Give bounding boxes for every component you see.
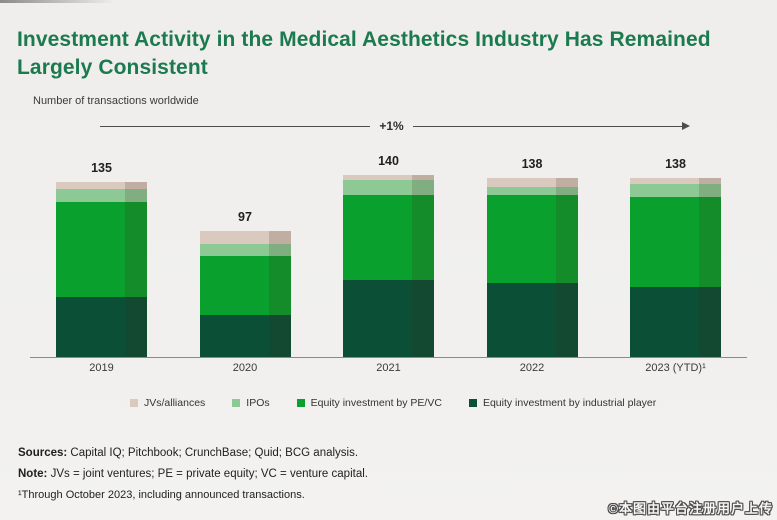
bar-segment: [199, 315, 291, 357]
bar-segment: [630, 184, 721, 198]
bar-segment: [486, 177, 578, 187]
bar-stack: [343, 175, 434, 357]
note-text: JVs = joint ventures; PE = private equit…: [47, 468, 368, 480]
bar-group: 138: [486, 156, 578, 358]
bar-segment: [486, 194, 578, 283]
x-axis-label: 2022: [519, 362, 545, 374]
sources-text: Capital IQ; Pitchbook; CrunchBase; Quid;…: [67, 447, 359, 459]
note-line: Note: JVs = joint ventures; PE = private…: [18, 468, 368, 480]
sources-label: Sources:: [18, 447, 68, 459]
bar-segment: [56, 189, 147, 203]
trend-arrow: +1%: [100, 118, 691, 134]
bar-group: 97: [199, 209, 291, 358]
sources-line: Sources: Capital IQ; Pitchbook; CrunchBa…: [18, 447, 368, 459]
bar-segment: [486, 186, 578, 195]
bar-segment: [56, 202, 147, 298]
x-axis-label: 2021: [376, 362, 401, 374]
bar-stack: [486, 177, 578, 358]
bar-segment: [343, 180, 434, 195]
bar-total-label: 138: [665, 156, 686, 171]
bar-segment: [630, 286, 721, 357]
arrow-head-icon: [682, 122, 691, 130]
bar-segment: [343, 194, 434, 281]
legend-label: Equity investment by industrial player: [482, 397, 657, 409]
legend-swatch-icon: [232, 399, 241, 407]
legend-swatch-icon: [296, 399, 305, 407]
arrow-line-left: [100, 125, 371, 127]
bar-stack: [630, 177, 721, 358]
bar-segment: [343, 280, 434, 357]
x-axis-label: 2019: [89, 362, 114, 374]
bar-total-label: 140: [378, 154, 399, 169]
legend-item: IPOs: [232, 397, 270, 409]
legend-label: JVs/alliances: [144, 397, 206, 409]
legend-swatch-icon: [130, 399, 138, 407]
note-label: Note:: [18, 468, 48, 480]
bar-segment: [486, 282, 578, 357]
bar-group: 138: [630, 156, 721, 358]
top-edge-artifact: [0, 0, 115, 3]
axis-unit-label: Number of transactions worldwide: [33, 95, 199, 107]
trend-percentage-label: +1%: [379, 119, 404, 133]
chart-legend: JVs/alliances IPOs Equity investment by PE…: [130, 397, 656, 409]
bar-segment: [199, 230, 291, 244]
bar-group: 135: [56, 160, 147, 358]
xaxis-row: 2019 2020 2021 2022 2023 (YTD)¹: [30, 358, 747, 374]
bar-segment: [343, 175, 434, 181]
footnote-line: ¹Through October 2023, including announc…: [18, 489, 305, 501]
bar-segment: [630, 177, 721, 185]
legend-label: IPOs: [246, 397, 270, 409]
x-axis-label: 2023 (YTD)¹: [645, 362, 706, 374]
legend-swatch-icon: [468, 399, 477, 407]
bar-segment: [199, 243, 291, 256]
bar-segment: [56, 297, 147, 357]
bar-segment: [56, 181, 147, 190]
bar-total-label: 138: [521, 156, 543, 171]
legend-item: JVs/alliances: [130, 397, 205, 409]
stacked-bar-chart: 135 97 140 138 138 2019 2020 2021 2022 2023 (YTD…: [30, 140, 747, 374]
footer: Sources: Capital IQ; Pitchbook; CrunchBa…: [18, 447, 368, 510]
bar-stack: [56, 181, 147, 358]
bar-stack: [199, 230, 291, 358]
watermark-text: ©本图由平台注册用户上传: [608, 501, 773, 516]
legend-item: Equity investment by PE/VC: [296, 397, 442, 409]
legend-label: Equity investment by PE/VC: [310, 397, 442, 409]
bar-total-label: 97: [238, 209, 252, 224]
bar-group: 140: [343, 154, 434, 357]
bar-segment: [199, 255, 291, 316]
page-title: Investment Activity in the Medical Aesth…: [17, 28, 711, 80]
bars-row: 135 97 140 138 138: [30, 140, 747, 358]
bar-segment: [630, 197, 721, 287]
x-axis-label: 2020: [232, 362, 258, 374]
bar-total-label: 135: [91, 160, 112, 175]
arrow-line-right: [412, 125, 684, 127]
legend-item: Equity investment by industrial player: [468, 397, 657, 409]
